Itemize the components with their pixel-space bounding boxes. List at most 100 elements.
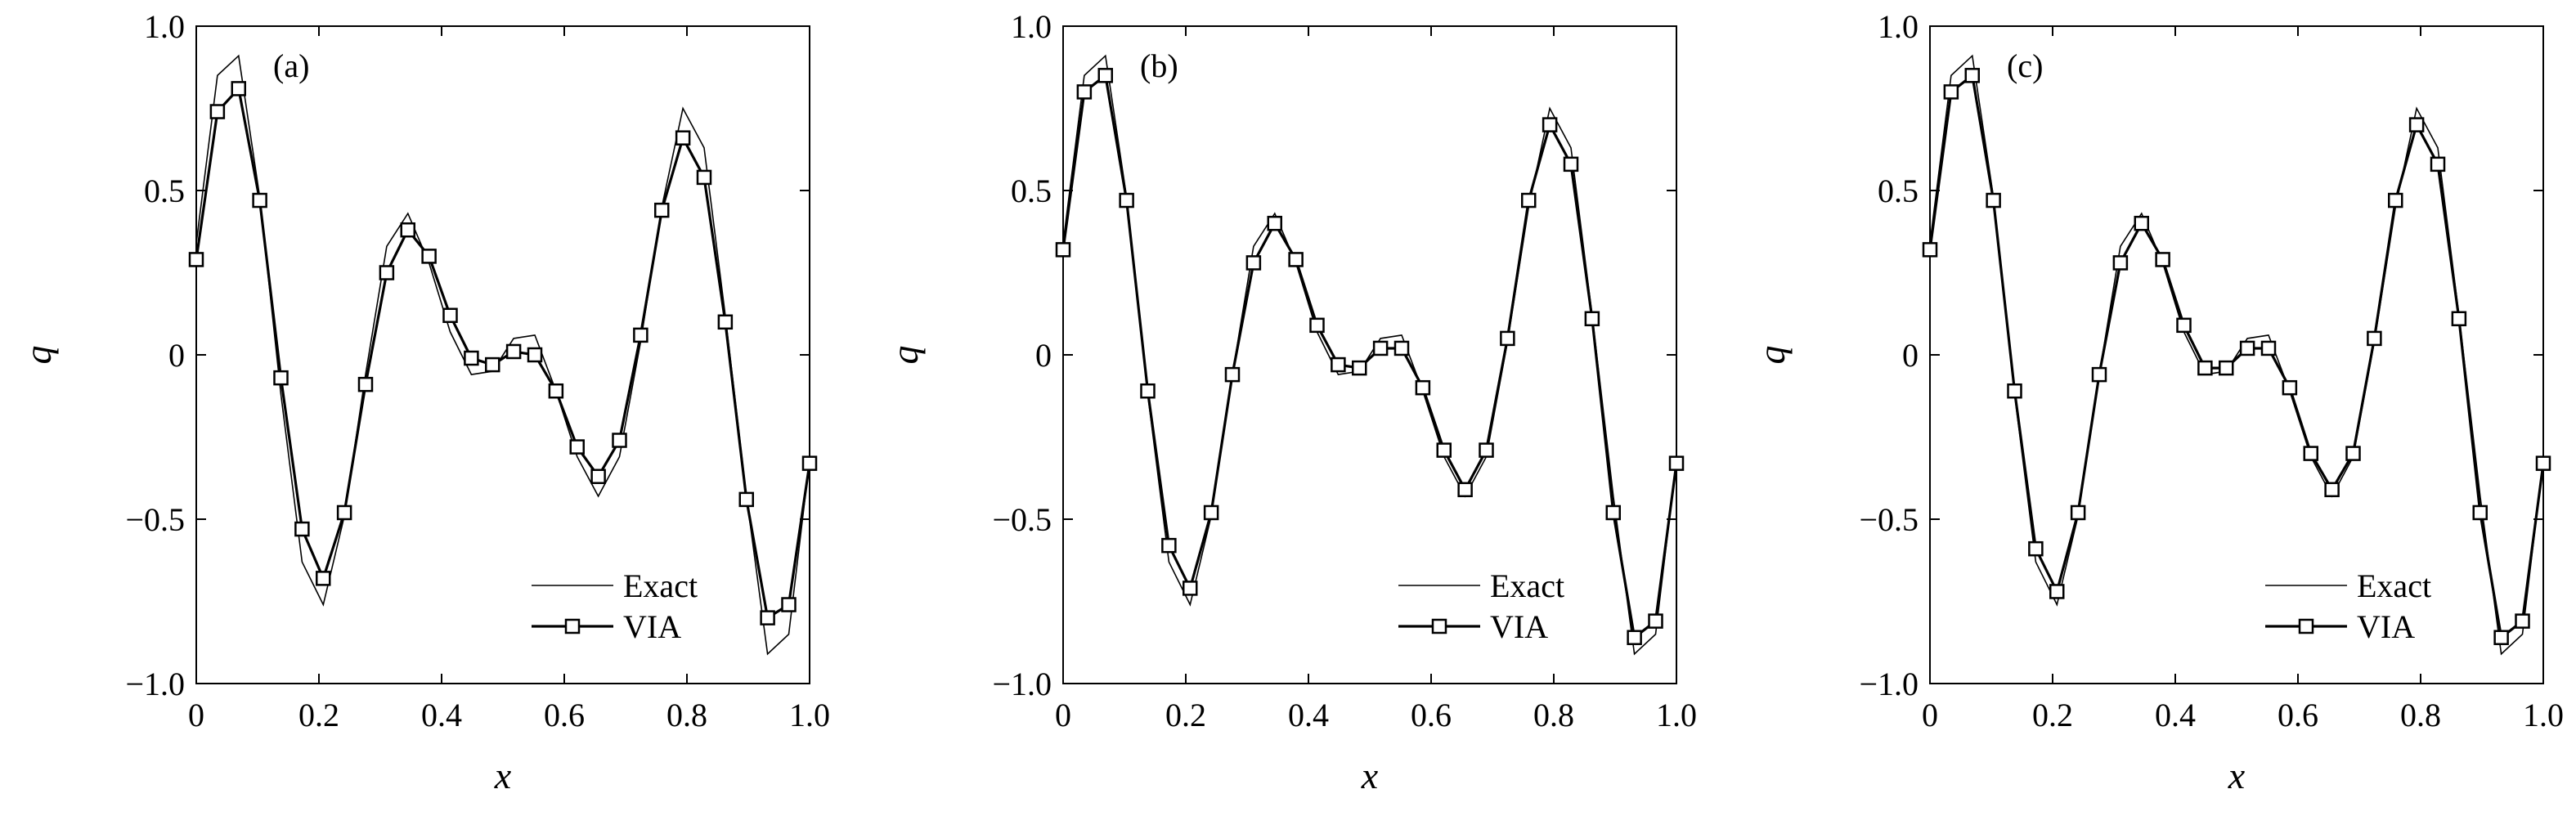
legend-marker — [1431, 618, 1447, 634]
legend-entry: VIA — [623, 608, 681, 645]
y-axis-label: q — [884, 346, 926, 365]
data-point-marker — [2515, 613, 2530, 629]
x-tick-label: 0.2 — [2032, 697, 2073, 733]
chart-panel-1: 0 0.2 0.4 0.6 0.8 1.0 1.0 0.5 0 −0.5 −1.0 x q (a) Exac… — [17, 8, 830, 796]
data-point-marker — [400, 222, 415, 238]
legend-entry: Exact — [1490, 567, 1564, 604]
data-point-marker — [1055, 242, 1071, 258]
x-tick-label: 0 — [188, 697, 204, 733]
data-point-marker — [2007, 383, 2022, 399]
data-point-marker — [1288, 252, 1304, 267]
y-tick-label: 0 — [1902, 337, 1919, 374]
data-point-marker — [696, 169, 712, 186]
legend-entry: VIA — [1490, 608, 1548, 645]
data-point-marker — [2303, 446, 2318, 461]
data-point-marker — [1584, 311, 1600, 327]
data-point-marker — [336, 504, 352, 521]
data-point-marker — [188, 252, 204, 267]
data-point-marker — [2493, 630, 2509, 645]
data-point-marker — [421, 249, 437, 264]
chart-panel-3: 0 0.2 0.4 0.6 0.8 1.0 1.0 0.5 0 −0.5 −1.0 x q (c) Exac… — [1751, 8, 2564, 796]
data-point-marker — [1415, 379, 1431, 396]
x-axis-label: x — [1361, 755, 1379, 796]
x-tick-label: 0.8 — [1533, 697, 1574, 733]
panel-label: (c) — [2007, 47, 2043, 84]
legend-entry: Exact — [2357, 567, 2431, 604]
x-tick-label: 0.8 — [666, 697, 707, 733]
panel-label: (a) — [273, 47, 309, 84]
data-point-marker — [1331, 356, 1346, 373]
data-point-marker — [1668, 455, 1685, 471]
data-point-marker — [2472, 504, 2488, 521]
x-tick-label: 1.0 — [1656, 697, 1697, 733]
data-point-marker — [1521, 192, 1537, 208]
data-point-marker — [1479, 442, 1494, 458]
series-line-via — [1061, 73, 1678, 640]
x-tick-label: 1.0 — [2523, 697, 2564, 733]
data-point-marker — [654, 202, 670, 218]
data-point-marker — [801, 455, 818, 471]
series-line-exact — [195, 54, 810, 656]
data-point-marker — [2091, 366, 2107, 383]
y-tick-label: 0.5 — [144, 173, 185, 209]
data-point-marker — [612, 433, 627, 448]
series-line-via — [195, 85, 811, 621]
data-point-marker — [1393, 340, 1410, 356]
data-point-marker — [2239, 340, 2255, 356]
x-tick-label: 0 — [1922, 697, 1938, 733]
data-point-marker — [2134, 215, 2149, 231]
data-point-marker — [1436, 442, 1452, 458]
data-point-marker — [2219, 360, 2234, 376]
x-tick-label: 1.0 — [789, 697, 830, 733]
data-point-marker — [590, 469, 606, 484]
data-point-marker — [357, 376, 374, 392]
legend-marker — [564, 618, 581, 634]
panel-label: (b) — [1140, 47, 1178, 84]
data-point-marker — [2430, 156, 2446, 173]
data-point-marker — [2028, 540, 2044, 557]
data-point-marker — [1648, 613, 1663, 629]
data-point-marker — [316, 571, 331, 586]
y-axis-label: q — [1751, 346, 1793, 365]
data-point-marker — [1922, 242, 1938, 258]
data-point-marker — [505, 343, 522, 360]
data-point-marker — [1097, 68, 1113, 83]
data-point-marker — [2451, 311, 2467, 327]
data-point-marker — [1372, 340, 1389, 356]
series-line-exact — [1929, 54, 2544, 656]
data-point-marker — [1309, 317, 1325, 334]
data-point-marker — [379, 265, 395, 280]
data-point-marker — [464, 350, 479, 366]
data-point-marker — [2112, 255, 2129, 271]
data-point-marker — [1457, 482, 1473, 498]
x-axis-label: x — [2228, 755, 2246, 796]
data-point-marker — [1605, 504, 1621, 521]
legend-entry: VIA — [2357, 608, 2415, 645]
data-point-marker — [294, 521, 310, 537]
legend-entry: Exact — [623, 567, 698, 604]
data-point-marker — [548, 383, 564, 399]
x-tick-label: 0.4 — [2155, 697, 2196, 733]
data-point-marker — [231, 81, 246, 96]
series-line-exact — [1062, 54, 1677, 656]
x-tick-label: 0.4 — [1288, 697, 1329, 733]
data-point-marker — [1267, 215, 1282, 231]
y-axis-label: q — [17, 346, 59, 365]
data-point-marker — [527, 347, 543, 363]
data-point-marker — [2070, 504, 2086, 521]
x-tick-label: 0.6 — [2278, 697, 2318, 733]
data-point-marker — [760, 610, 775, 625]
data-point-marker — [2345, 446, 2361, 461]
data-point-marker — [2367, 330, 2382, 347]
data-point-marker — [2408, 117, 2425, 132]
y-tick-label: −1.0 — [992, 666, 1052, 702]
x-tick-label: 0.4 — [421, 697, 462, 733]
data-point-marker — [1140, 383, 1156, 399]
y-tick-label: −1.0 — [1859, 666, 1919, 702]
data-point-marker — [1203, 504, 1219, 521]
data-point-marker — [1542, 117, 1558, 132]
x-tick-label: 0.6 — [1411, 697, 1452, 733]
data-point-marker — [1627, 630, 1642, 645]
